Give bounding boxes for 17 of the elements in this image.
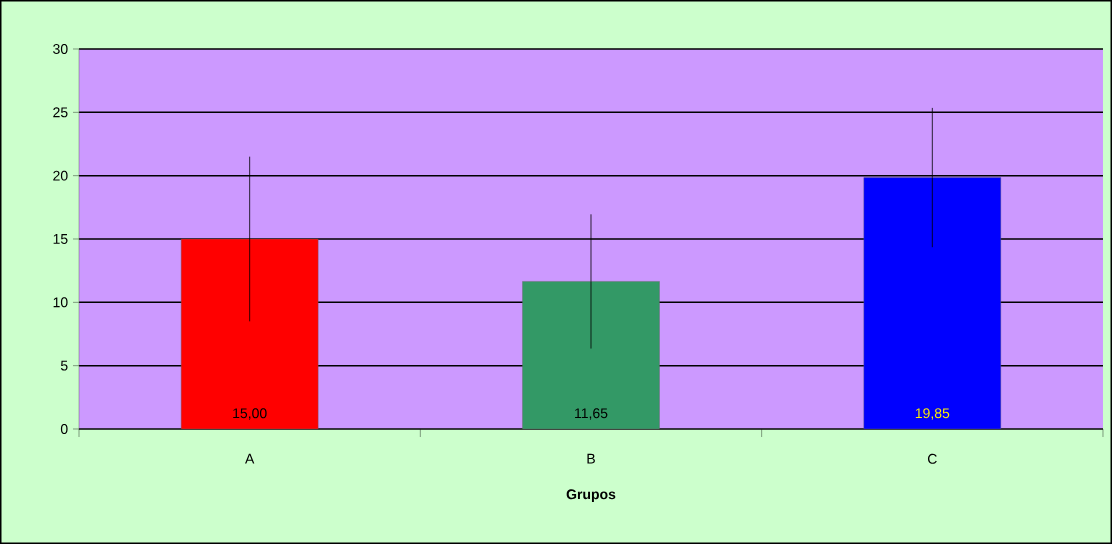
x-axis-title: Grupos	[566, 489, 616, 502]
y-tick-label: 5	[60, 360, 68, 371]
x-tick-label: B	[587, 453, 595, 464]
data-label: 15,00	[233, 408, 267, 420]
bar	[180, 238, 319, 430]
y-tick-label: 20	[53, 170, 68, 181]
y-tick-label: 25	[53, 107, 68, 118]
y-tick-label: 0	[60, 424, 68, 434]
y-tick-label: 15	[53, 234, 68, 244]
bar	[522, 281, 660, 430]
y-tick-label: 10	[53, 297, 68, 308]
y-tick-label: 30	[53, 44, 68, 54]
bar	[863, 177, 1002, 430]
x-tick-label: C	[927, 453, 937, 464]
x-tick-label: A	[245, 453, 255, 464]
data-label: 11,65	[575, 408, 608, 420]
data-label: 19,85	[915, 408, 950, 420]
